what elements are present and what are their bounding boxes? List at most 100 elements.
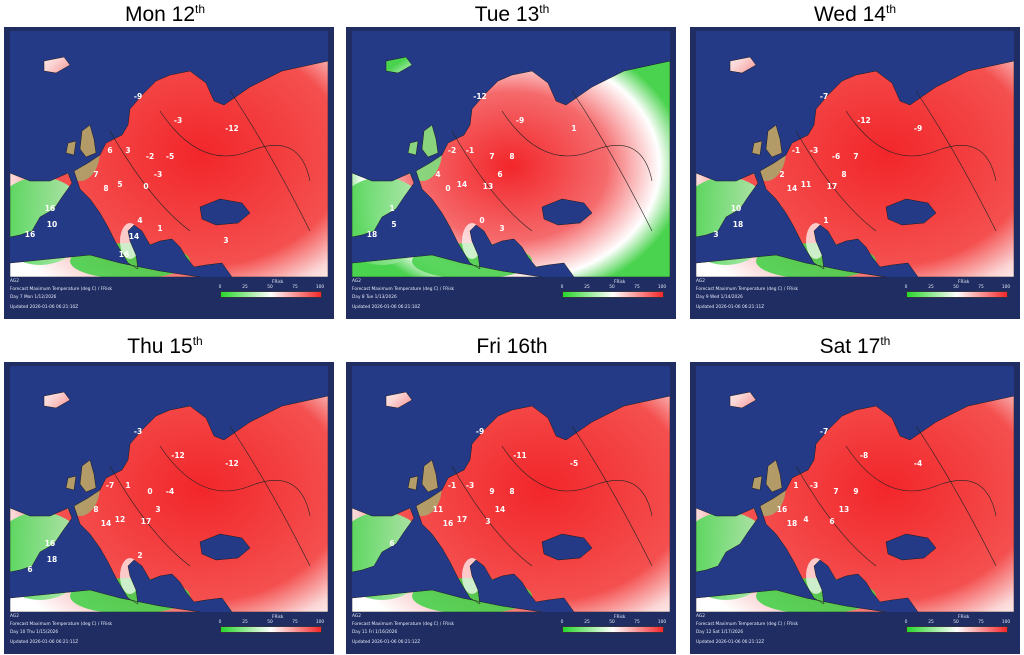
temperature-label: 2 [779,170,784,179]
day-title-suffix: th [880,334,891,348]
temperature-label: 8 [93,505,98,514]
colorbar-tick: 75 [978,620,984,625]
temperature-label: -1 [466,146,474,155]
temperature-label: 1 [389,204,394,213]
product-label: Forecast Maximum Temperature (deg C) / F… [352,622,455,627]
colorbar [220,626,322,633]
day-title-suffix: th [192,334,203,348]
day-title-text: Thu 15 [127,335,193,358]
forecast-map-panel: -7 -8 -4 1 -3 7 9 13 16 18 4 6 AG2 Forecast Maximum T… [690,362,1020,654]
temperature-label: -9 [516,116,524,125]
model-label: AG2 [352,279,361,284]
model-label: AG2 [696,279,705,284]
colorbar-tick: 25 [242,285,248,290]
temperature-label: 7 [93,170,98,179]
temperature-label: -7 [820,92,828,101]
temperature-label: -6 [832,152,840,161]
temperature-label: 0 [143,182,148,191]
temperature-label: 16 [25,230,35,239]
temperature-label: -9 [476,427,484,436]
day-title-suffix: th [195,2,206,16]
colorbar-tick: 75 [978,285,984,290]
colorbar-tick: 100 [657,620,667,625]
temperature-label: -5 [166,152,174,161]
colorbar-tick: 100 [1001,285,1011,290]
product-label: Forecast Maximum Temperature (deg C) / F… [696,287,799,292]
day-title: Fri 16th [347,334,677,360]
temperature-label: 4 [803,515,808,524]
temperature-label: 0 [479,216,484,225]
temperature-label: 18 [733,220,743,229]
colorbar-tick: 25 [584,285,590,290]
colorbar-tick: 75 [634,620,640,625]
colorbar-tick: 0 [560,285,564,290]
black-sea [885,533,937,561]
temperature-label: 7 [489,152,494,161]
temperature-label: 1 [793,481,798,490]
colorbar-tick: 100 [1001,620,1011,625]
forecast-map-panel: -7 -12 -9 -1 -3 -6 7 8 2 14 11 17 10 18 3 1 AG2 Forecast … [690,27,1020,319]
map-footer: AG2 Forecast Maximum Temperature (deg C) … [10,277,328,317]
updated-timestamp: Updated 2026-01-06 06:21:12Z [352,640,421,645]
temperature-label: 11 [801,180,811,189]
map-footer: AG2 Forecast Maximum Temperature (deg C) … [352,277,670,317]
colorbar-tick: 50 [267,620,273,625]
temperature-label: -8 [860,451,868,460]
temperature-label: 10 [47,220,57,229]
temperature-label: 7 [833,487,838,496]
temperature-label: 6 [829,517,834,526]
temperature-label: -12 [225,459,239,468]
temperature-label: 14 [495,505,505,514]
temperature-label: 17 [141,517,151,526]
updated-timestamp: Updated 2026-01-06 06:21:10Z [352,305,421,310]
temperature-label: 13 [483,182,493,191]
temperature-label: 18 [367,230,377,239]
temperature-label: 10 [731,204,741,213]
temperature-label: -2 [448,146,456,155]
colorbar-ticks: 0 25 50 75 100 [560,285,666,290]
temperature-label: 16 [119,250,129,259]
valid-date-label: Day 8 Tue 1/13/2026 [352,295,397,300]
temperature-label: -7 [106,481,114,490]
colorbar-tick: 50 [953,285,959,290]
temperature-label: 6 [389,539,394,548]
colorbar-tick: 0 [218,620,222,625]
temperature-label: 5 [391,220,396,229]
colorbar-title: FRisk [614,615,626,620]
valid-date-label: Day 12 Sat 1/17/2026 [696,630,744,635]
day-title-text: Fri 16th [476,335,548,358]
colorbar-title: FRisk [272,615,284,620]
temperature-label: 1 [571,124,576,133]
europe-map: -7 -12 -9 -1 -3 -6 78 214 11 17 10 18 3 1 [696,31,1014,277]
temperature-label: 6 [107,146,112,155]
valid-date-label: Day 10 Thu 1/15/2026 [10,630,59,635]
model-label: AG2 [696,614,705,619]
temperature-label: 9 [489,487,494,496]
colorbar-tick: 50 [609,620,615,625]
temperature-label: 4 [435,170,440,179]
day-title: Sat 17th [690,334,1020,360]
colorbar-tick: 100 [315,285,325,290]
temperature-label: 2 [137,551,142,560]
temperature-label: -4 [166,487,174,496]
colorbar-ticks: 0 25 50 75 100 [219,285,324,290]
colorbar-title: FRisk [614,280,626,285]
colorbar-tick: 0 [560,620,564,625]
forecast-map-panel: -3 -12 -12 -7 1 0 -4 3 8 14 12 17 16 18 6 2 AG2 Forecast … [4,362,334,654]
temperature-label: 0 [445,184,450,193]
temperature-label: 16 [45,204,55,213]
temperature-label: 9 [853,487,858,496]
colorbar-tick: 75 [292,285,298,290]
updated-timestamp: Updated 2026-01-06 06:21:10Z [10,305,79,310]
temperature-label: -3 [810,481,818,490]
product-label: Forecast Maximum Temperature (deg C) / F… [352,287,455,292]
europe-map: -3 -12 -12 -7 1 0 -4 3 814 12 17 16 18 6 2 [10,366,328,612]
model-label: AG2 [352,614,361,619]
temperature-label: -2 [146,152,154,161]
temperature-label: 14 [101,519,111,528]
temperature-label: -12 [473,92,487,101]
day-title: Wed 14th [690,2,1020,28]
day-title-text: Mon 12 [124,3,196,26]
